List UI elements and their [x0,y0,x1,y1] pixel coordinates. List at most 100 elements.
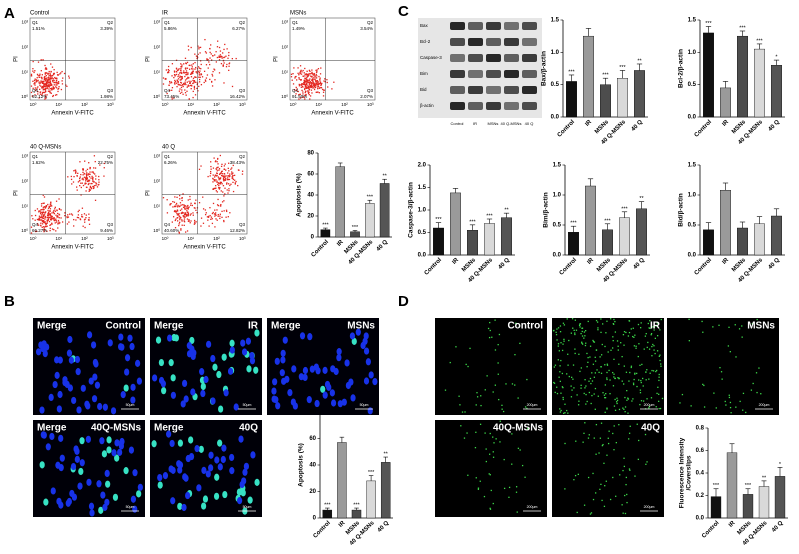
green-signal [612,336,614,338]
green-signal [461,411,464,413]
event-dot [40,222,42,224]
quadrant-name: Q3 [239,88,246,93]
green-signal [657,386,659,388]
event-dot [46,230,48,232]
event-dot [307,91,309,93]
green-signal [659,354,661,356]
event-dot [50,92,52,94]
event-dot [187,49,190,51]
green-signal [612,323,614,325]
nucleus [166,430,172,438]
event-dot [228,175,230,177]
event-dot [184,75,186,78]
significance: *** [486,213,493,219]
nucleus [70,462,77,471]
event-dot [323,80,325,82]
event-dot [309,95,312,97]
event-dot [210,168,212,170]
event-dot [226,63,228,66]
significance: *** [745,483,752,489]
green-signal [578,400,580,402]
event-dot [220,181,223,184]
significance: *** [368,470,375,476]
event-dot [180,79,182,81]
green-signal [459,404,461,406]
bar [720,87,731,118]
event-dot [217,215,219,217]
y-axis-label: /Coverslips [686,455,693,490]
event-dot [54,77,57,80]
event-dot [219,178,222,180]
nucleus [130,396,136,404]
event-dot [217,176,220,178]
event-dot [179,75,181,77]
nucleus [100,491,106,499]
event-dot [231,167,233,169]
fluor-image [552,420,664,517]
significance: *** [739,25,746,31]
nucleus [71,396,77,405]
nucleus [89,509,95,517]
green-signal [594,372,597,374]
event-dot [40,216,43,218]
event-dot [210,53,212,55]
green-signal [599,437,602,439]
green-signal [619,474,621,476]
nucleus [54,356,60,364]
event-dot [59,73,61,75]
event-dot [190,213,192,215]
event-dot [57,88,59,90]
green-signal [593,376,596,378]
tunel-nucleus [216,370,222,379]
event-dot [185,83,187,86]
error-bar [382,178,387,184]
event-dot [43,77,45,79]
event-dot [233,174,236,177]
event-dot [180,63,182,65]
event-dot [235,180,237,183]
x-tick-label: IR [728,520,737,529]
green-signal [612,371,614,374]
green-signal [614,320,616,323]
green-signal [603,394,606,396]
event-dot [188,64,190,67]
y-tick-label: 0.0 [551,115,560,121]
event-dot [60,72,62,74]
event-dot [74,169,76,171]
nucleus [208,451,214,459]
nucleus [85,435,91,443]
green-signal [575,329,578,331]
event-dot [173,71,176,73]
event-dot [313,84,315,86]
event-dot [89,186,91,188]
green-signal [612,339,614,342]
event-dot [85,214,87,216]
green-signal [628,380,630,382]
event-dot [49,224,52,226]
event-dot [209,172,212,175]
y-tick-label: 0.5 [553,223,562,229]
event-dot [190,73,192,75]
event-dot [318,85,320,88]
event-dot [183,82,185,85]
event-dot [49,91,51,93]
event-dot [174,209,176,212]
green-signal [756,391,758,394]
green-signal [589,513,592,515]
green-signal [561,349,564,352]
green-signal [484,389,486,391]
event-dot [45,75,47,77]
x-tick-label: IR [338,520,347,529]
event-dot [218,173,221,175]
green-signal [617,345,619,347]
green-signal [637,323,640,326]
significance: ** [504,208,509,214]
event-dot [49,81,51,83]
green-signal [741,325,743,327]
nucleus [130,383,136,391]
bar [726,452,738,519]
scale-text: 200μm [527,505,538,509]
event-dot [313,73,315,76]
green-signal [476,396,479,398]
event-dot [211,75,214,77]
